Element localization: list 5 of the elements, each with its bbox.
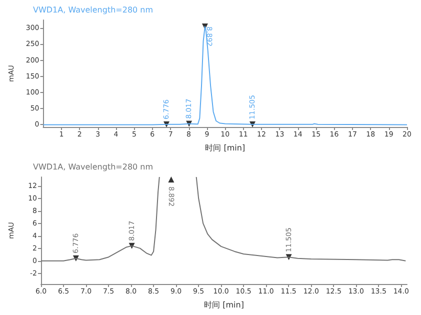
chart-title: VWD1A, Wavelength=280 nm <box>33 162 154 172</box>
x-axis-title: 时间 [min] <box>204 300 244 310</box>
point <box>168 176 174 183</box>
chart-title: VWD1A, Wavelength=280 nm <box>33 6 154 14</box>
x-axis-title: 时间 [min] <box>205 144 246 152</box>
